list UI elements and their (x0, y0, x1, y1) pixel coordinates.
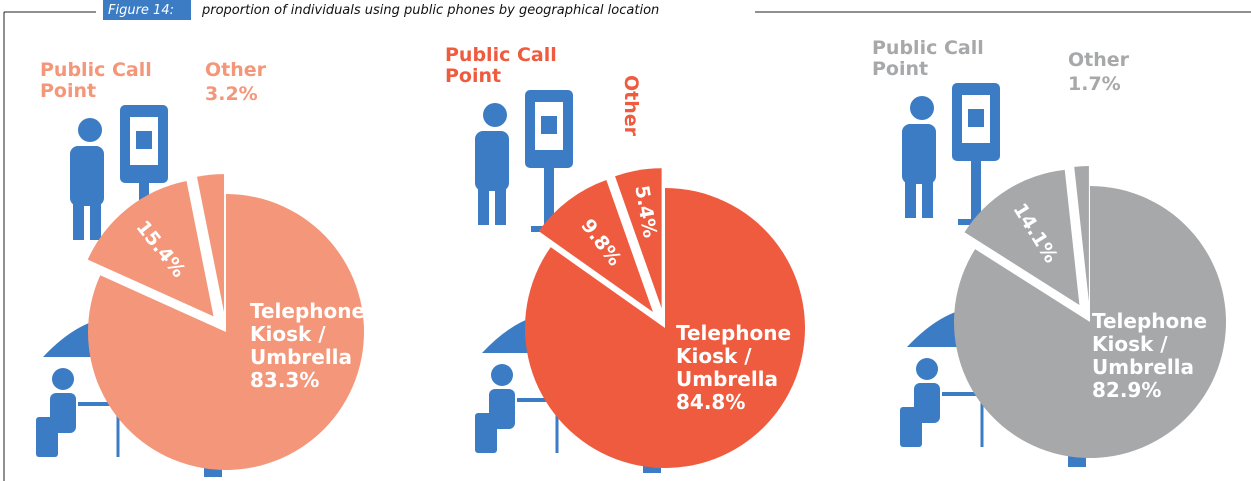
slice-label: Telephone Kiosk / Umbrella 82.9% (1092, 310, 1212, 402)
person-icon (52, 368, 74, 390)
person-icon (73, 200, 84, 240)
pie-slice (964, 169, 1080, 306)
pie-slice (615, 168, 662, 309)
phone-booth-icon (971, 161, 981, 221)
figure-label-box (103, 0, 191, 20)
pie-slice (1074, 166, 1089, 303)
person-icon (495, 185, 506, 225)
seat-icon (900, 407, 922, 447)
pie-slice (196, 174, 225, 313)
category-label: Telephone Kiosk / Umbrella (250, 299, 366, 369)
category-label: Other (1068, 49, 1130, 71)
person-icon (916, 358, 938, 380)
person-icon (478, 185, 489, 225)
pie-slice (538, 180, 653, 313)
pie-slice (954, 186, 1226, 458)
person-icon (475, 131, 509, 191)
phone-booth-icon (136, 131, 152, 149)
figure-label: Figure 14: (108, 3, 174, 18)
category-label: Public Call Point (445, 44, 557, 87)
category-label: Telephone Kiosk / Umbrella (1092, 309, 1208, 379)
person-icon (90, 200, 101, 240)
chart-title: proportion of individuals using public p… (201, 3, 659, 18)
person-icon (910, 96, 934, 120)
seat-icon (36, 417, 58, 457)
value-label: 84.8% (676, 390, 746, 414)
person-icon (70, 146, 104, 206)
person-icon (483, 103, 507, 127)
pie-slice (87, 181, 214, 317)
slice-label: Telephone Kiosk / Umbrella 83.3% (250, 300, 370, 392)
seat-icon (475, 413, 497, 453)
phone-booth-icon (541, 116, 557, 134)
category-label: Telephone Kiosk / Umbrella (676, 321, 792, 391)
slice-label: Telephone Kiosk / Umbrella 84.8% (676, 322, 796, 414)
category-label: Public Call Point (872, 37, 984, 80)
phone-booth-icon (968, 109, 984, 127)
value-label: 1.7% (1068, 73, 1121, 95)
person-icon (491, 364, 513, 386)
category-label: Other (205, 59, 267, 81)
value-label: 83.3% (250, 368, 320, 392)
person-icon (905, 178, 916, 218)
value-label: 82.9% (1092, 378, 1162, 402)
category-label: Other (620, 75, 642, 137)
category-label: Public Call Point (40, 59, 152, 102)
phone-booth-icon (544, 168, 554, 228)
value-label: 3.2% (205, 83, 258, 105)
pie-slice (88, 194, 365, 470)
pie-slice (525, 188, 805, 468)
person-icon (902, 124, 936, 184)
person-icon (922, 178, 933, 218)
person-icon (78, 118, 102, 142)
